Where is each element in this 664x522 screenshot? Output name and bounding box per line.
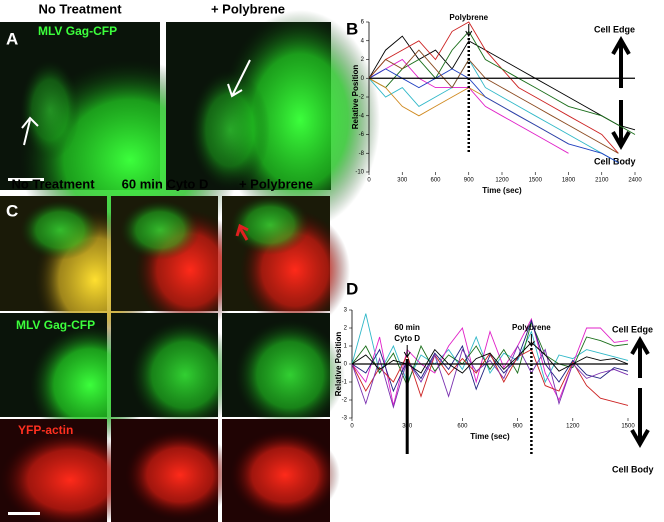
y-tick-label: 4 xyxy=(361,38,365,44)
series-line xyxy=(351,348,629,406)
y-tick-label: 0 xyxy=(344,362,348,368)
column-header: + Polybrene xyxy=(211,1,285,16)
y-tick-label: 2 xyxy=(361,57,365,63)
panel-letter: B xyxy=(346,19,358,38)
direction-arrow xyxy=(630,335,650,449)
series-line xyxy=(351,341,629,374)
x-axis-label: Time (sec) xyxy=(482,186,522,195)
panel-letter: D xyxy=(346,279,358,298)
series-line xyxy=(351,344,629,409)
annotation: Polybrene xyxy=(512,323,551,332)
x-tick-label: 900 xyxy=(513,424,524,430)
column-header: No Treatment xyxy=(38,1,122,16)
x-tick-label: 1500 xyxy=(529,178,543,184)
series-line xyxy=(368,21,619,154)
annotation: Polybrene xyxy=(449,13,488,22)
y-tick-label: -6 xyxy=(359,132,365,138)
y-tick-label: -8 xyxy=(359,151,365,157)
x-tick-label: 900 xyxy=(464,178,475,184)
image-a2 xyxy=(166,10,380,230)
annotation: 60 min xyxy=(395,323,420,332)
scale-bar xyxy=(8,178,44,181)
scale-bar xyxy=(8,512,40,515)
series-line xyxy=(368,68,619,163)
channel-label: MLV Gag-CFP xyxy=(38,24,117,38)
annotation: Cyto D xyxy=(394,334,420,343)
side-label: Cell Edge xyxy=(612,324,653,334)
y-axis-label: Relative Position xyxy=(334,332,343,397)
direction-arrow xyxy=(611,35,631,151)
y-tick-label: 2 xyxy=(344,326,348,332)
column-header: + Polybrene xyxy=(239,176,313,191)
image-grid xyxy=(0,195,350,522)
x-tick-label: 2400 xyxy=(628,178,642,184)
x-tick-label: 1500 xyxy=(621,424,635,430)
side-label: Cell Body xyxy=(612,464,654,474)
channel-label: MLV Gag-CFP xyxy=(16,318,95,332)
x-axis-label: Time (sec) xyxy=(470,432,510,441)
annotation-arrow xyxy=(527,334,535,347)
x-tick-label: 2100 xyxy=(595,178,609,184)
x-tick-label: 1200 xyxy=(495,178,509,184)
y-tick-label: -2 xyxy=(359,95,365,101)
annotation-arrow xyxy=(465,24,473,37)
column-header: 60 min Cyto D xyxy=(122,176,209,191)
panel-letter: C xyxy=(6,201,18,220)
arrow xyxy=(21,116,39,146)
series-line xyxy=(368,35,636,131)
y-tick-label: 1 xyxy=(344,344,348,350)
column-header: No Treatment xyxy=(11,176,95,191)
y-tick-label: -4 xyxy=(359,113,365,119)
y-tick-label: 0 xyxy=(361,76,365,82)
x-tick-label: 600 xyxy=(430,178,441,184)
y-tick-label: -10 xyxy=(355,170,364,176)
y-tick-label: -2 xyxy=(342,398,348,404)
panel-letter: A xyxy=(6,29,18,48)
arrow xyxy=(227,59,251,98)
channel-label: YFP-actin xyxy=(18,423,73,437)
x-tick-label: 0 xyxy=(350,424,354,430)
x-tick-label: 600 xyxy=(457,424,468,430)
series-line xyxy=(351,319,629,393)
series-line xyxy=(368,58,619,163)
x-tick-label: 0 xyxy=(367,178,371,184)
side-label: Cell Body xyxy=(594,156,636,166)
annotation-arrow xyxy=(403,345,411,358)
x-tick-label: 300 xyxy=(397,178,408,184)
x-tick-label: 1200 xyxy=(566,424,580,430)
y-tick-label: -1 xyxy=(342,380,348,386)
series-line xyxy=(351,313,629,384)
arrowhead xyxy=(235,223,249,241)
series-line xyxy=(368,49,619,154)
y-tick-label: 6 xyxy=(361,20,365,26)
series-line xyxy=(351,317,629,406)
series-line xyxy=(368,30,636,135)
y-tick-label: 3 xyxy=(344,308,348,314)
y-tick-label: -3 xyxy=(342,416,348,422)
y-axis-label: Relative Position xyxy=(351,65,360,130)
x-tick-label: 1800 xyxy=(562,178,576,184)
side-label: Cell Edge xyxy=(594,24,635,34)
